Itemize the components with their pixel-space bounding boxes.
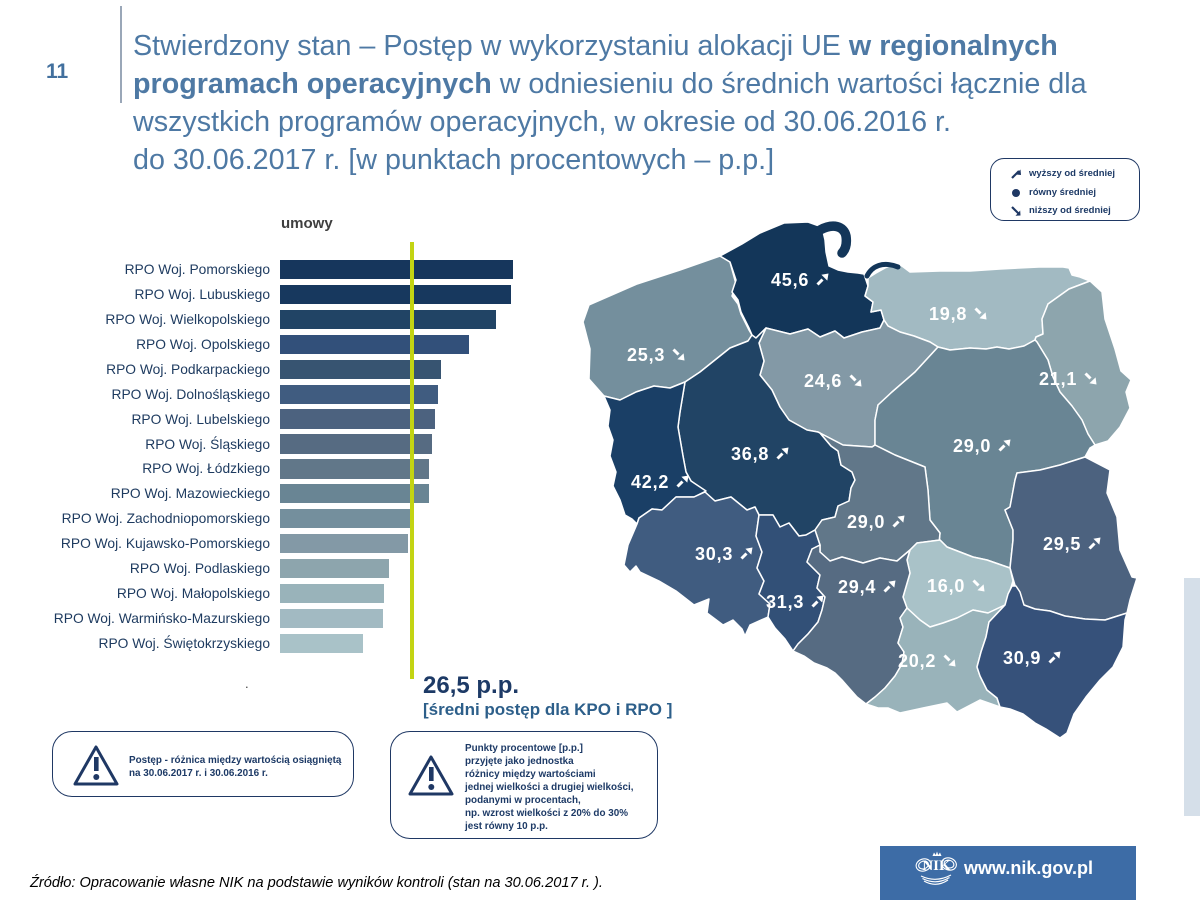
svg-text:NIK: NIK [922, 858, 951, 874]
